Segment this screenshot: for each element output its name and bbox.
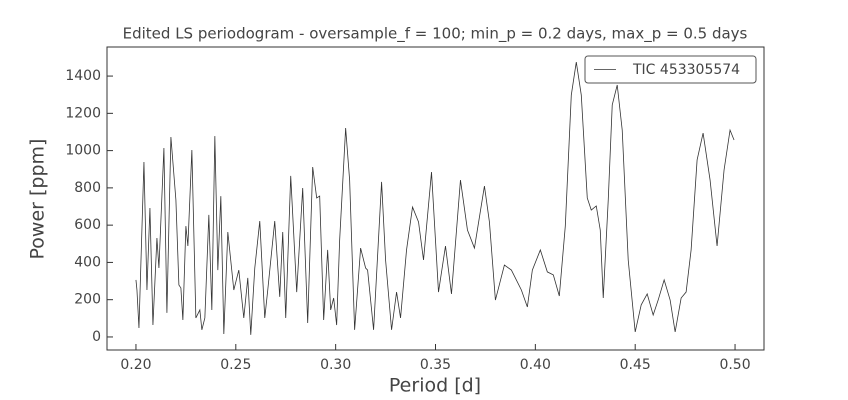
y-tick-label: 0 [92, 329, 101, 345]
legend-box [584, 55, 757, 84]
y-tick-label: 400 [74, 254, 101, 270]
x-tick-label: 0.50 [719, 357, 750, 373]
y-tick-label: 600 [74, 217, 101, 233]
y-tick-label: 1200 [65, 105, 101, 121]
series-line [135, 62, 735, 335]
x-tick-label: 0.40 [520, 357, 551, 373]
x-tick-label: 0.45 [620, 357, 651, 373]
x-tick-label: 0.25 [220, 357, 251, 373]
x-tick-label: 0.20 [120, 357, 151, 373]
y-tick-label: 1000 [65, 143, 101, 159]
x-axis-label: Period [d] [389, 375, 481, 397]
y-tick-label: 200 [74, 292, 101, 308]
x-tick-label: 0.30 [320, 357, 351, 373]
chart-title: Edited LS periodogram - oversample_f = 1… [123, 25, 748, 44]
legend-label: TIC 453305574 [632, 62, 740, 78]
x-tick-label: 0.35 [420, 357, 451, 373]
y-tick-label: 1400 [65, 68, 101, 84]
y-axis-label: Power [ppm] [27, 139, 49, 260]
y-tick-label: 800 [74, 180, 101, 196]
